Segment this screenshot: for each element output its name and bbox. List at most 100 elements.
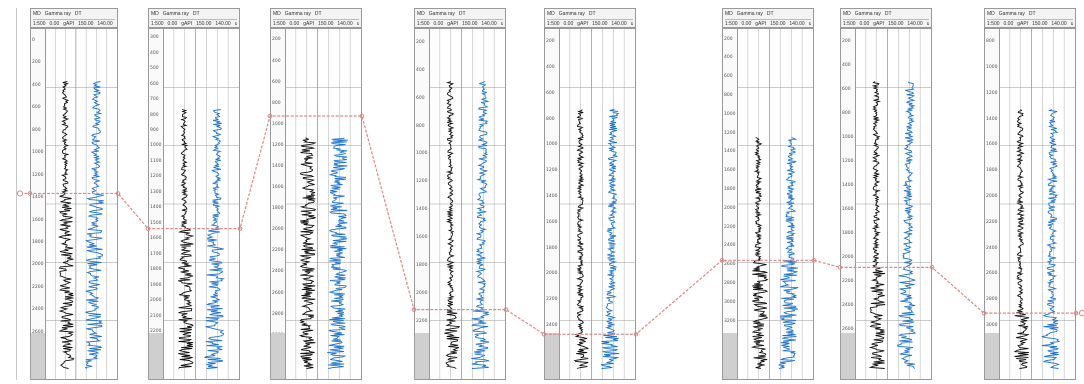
depth-tick-label: 200 <box>842 38 851 44</box>
depth-tick-label: 2000 <box>150 298 162 304</box>
depth-tick-label: 800 <box>724 92 733 98</box>
header-label: DT <box>314 11 322 17</box>
gamma-ray-curve <box>444 81 461 369</box>
header-label: 1:500 <box>843 21 856 27</box>
depth-tick-label: 1000 <box>150 143 162 149</box>
header-label: 0.00 <box>49 21 60 27</box>
depth-tick-label: 1000 <box>986 65 998 71</box>
header-row1: MD Gamma ray DT <box>417 10 503 18</box>
header-label: DT <box>458 11 466 17</box>
depth-footer-shading <box>149 333 163 379</box>
depth-tick-label: 200 <box>416 40 425 46</box>
header-label: 0.00 <box>859 21 870 27</box>
header-label: 150.00 <box>318 21 334 27</box>
depth-tick-label: 1400 <box>150 205 162 211</box>
depth-tick-label: 800 <box>32 127 41 133</box>
header-label: 150.00 <box>888 21 904 27</box>
header-label: Gamma ray <box>854 11 881 17</box>
log-plot <box>45 29 117 379</box>
depth-tick-label: 800 <box>416 123 425 129</box>
header-label: 150.00 <box>592 21 608 27</box>
depth-tick-label: 2000 <box>32 262 44 268</box>
log-plot <box>285 29 361 379</box>
header-label: Gamma ray <box>428 11 455 17</box>
correlation-end-handle[interactable] <box>1078 310 1084 317</box>
header-row1: MD Gamma ray DT <box>987 10 1073 18</box>
log-tracks <box>285 29 361 379</box>
depth-tick-label: 1200 <box>272 142 284 148</box>
depth-track: 300 400 500 600 700 800 900 1000 1100 1200 1300 140… <box>149 29 164 379</box>
well-track-body: 200 400 600 800 1000 1200 1400 1600 1800 2000 2200… <box>722 28 814 380</box>
header-label: gAPI <box>1017 21 1029 27</box>
header-row1: MD Gamma ray DT <box>273 10 359 18</box>
depth-tick-label: 1100 <box>150 158 162 164</box>
gamma-ray-curve <box>1013 109 1030 369</box>
depth-tick-label: 1800 <box>546 245 558 251</box>
well-track-body: 800 1000 1200 1400 1600 1800 2000 2200 2400 2600 2… <box>984 28 1076 380</box>
header-label: 140.00 <box>481 21 497 27</box>
well-track-body: 200 400 600 800 1000 1200 1400 1600 1800 2000 2200… <box>414 28 506 380</box>
depth-tick-label: 2800 <box>724 281 736 287</box>
log-tracks <box>163 29 239 379</box>
header-label: 150.00 <box>196 21 212 27</box>
header-label: MD <box>987 11 995 17</box>
depth-tick-label: 400 <box>32 82 41 88</box>
header-label: Gamma ray <box>162 11 189 17</box>
header-label: DT <box>884 11 892 17</box>
depth-tick-label: 500 <box>150 66 159 72</box>
header-label: gAPI <box>755 21 767 27</box>
depth-tick-label: 600 <box>150 81 159 87</box>
depth-footer-shading <box>415 333 429 379</box>
depth-tick-label: 2600 <box>986 271 998 277</box>
depth-track: 200 400 600 800 1000 1200 1400 1600 1800 2000 2200… <box>723 29 738 379</box>
depth-tick-label: 2600 <box>724 262 736 268</box>
depth-track: 200 400 600 800 1000 1200 1400 1600 1800 2000 2200… <box>415 29 430 379</box>
header-label: us/ft <box>501 20 503 28</box>
depth-tick-label: 2400 <box>724 243 736 249</box>
depth-tick-label: 2400 <box>986 245 998 251</box>
sonic-dt-curve <box>777 137 799 369</box>
header-label: DT <box>588 11 596 17</box>
header-label: Gamma ray <box>284 11 311 17</box>
correlation-start-handle[interactable] <box>16 190 24 197</box>
header-label: Gamma ray <box>998 11 1025 17</box>
header-label: DT <box>192 11 200 17</box>
depth-tick-label: 1200 <box>724 130 736 136</box>
gamma-ray-curve <box>573 109 589 369</box>
log-plot <box>559 29 635 379</box>
depth-tick-label: 1400 <box>986 116 998 122</box>
depth-tick-label: 1600 <box>32 217 44 223</box>
depth-tick-label: 1000 <box>724 111 736 117</box>
depth-tick-label: 1700 <box>150 251 162 257</box>
header-label: us/ft <box>235 20 237 28</box>
depth-tick-label: 1400 <box>272 163 284 169</box>
log-tracks <box>999 29 1075 379</box>
header-label: 140.00 <box>97 21 113 27</box>
well-track-body: 200 400 600 800 1000 1200 1400 1600 1800 2000 2200… <box>840 28 932 380</box>
sonic-dt-curve <box>1041 109 1061 369</box>
header-row1: MD Gamma ray DT <box>33 10 115 18</box>
depth-tick-label: 1800 <box>724 187 736 192</box>
depth-tick-label: 400 <box>272 58 281 64</box>
header-label: 140.00 <box>337 21 353 27</box>
depth-tick-label: 1800 <box>416 262 428 268</box>
header-label: MD <box>417 11 425 17</box>
depth-track: 200 400 600 800 1000 1200 1400 1600 1800 2000 2200… <box>841 29 856 379</box>
depth-tick-label: 1300 <box>150 189 162 195</box>
depth-tick-label: 600 <box>724 74 733 80</box>
sonic-dt-curve <box>471 81 490 369</box>
header-label: gAPI <box>63 21 75 27</box>
gamma-ray-curve <box>750 137 769 369</box>
